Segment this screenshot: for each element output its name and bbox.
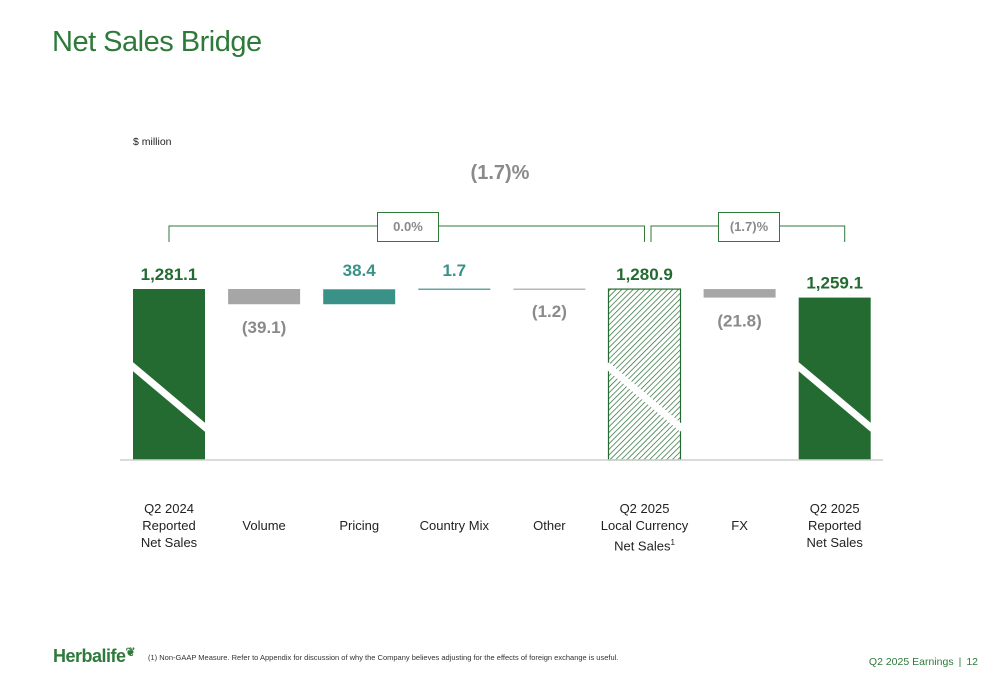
value-label-5: 1,280.9 — [616, 265, 673, 284]
category-label-2: Pricing — [339, 518, 380, 533]
value-label-1: (39.1) — [242, 318, 286, 337]
value-label-3: 1.7 — [442, 261, 466, 280]
bar-3 — [418, 288, 491, 290]
page-number: 12 — [966, 656, 978, 668]
axis-break-5 — [604, 362, 685, 432]
bar-2 — [323, 289, 396, 305]
value-label-7: 1,259.1 — [806, 274, 863, 293]
unit-label: $ million — [133, 136, 172, 148]
bracket-label-fx: (1.7)% — [718, 212, 780, 242]
herbalife-logo: Herbalife❦ — [53, 645, 136, 667]
bar-4 — [513, 288, 586, 290]
value-label-0: 1,281.1 — [141, 265, 198, 284]
category-label-1: Volume — [242, 518, 286, 533]
category-label-7: Q2 2025 Reported Net Sales — [806, 501, 863, 550]
category-label-0: Q2 2024 Reported Net Sales — [140, 501, 198, 550]
value-label-2: 38.4 — [343, 261, 377, 280]
logo-text: Herbalife — [53, 646, 126, 666]
footer-separator: | — [958, 656, 962, 668]
page-title: Net Sales Bridge — [52, 26, 262, 58]
category-label-4: Other — [533, 518, 566, 533]
category-label-5: Q2 2025 Local Currency Net Sales1 — [600, 501, 689, 554]
bar-1 — [228, 289, 301, 305]
axis-break-7 — [794, 362, 875, 432]
bar-6 — [703, 289, 776, 298]
bracket-label-local-currency: 0.0% — [377, 212, 439, 242]
footer-label: Q2 2025 Earnings — [868, 656, 954, 668]
category-label-6: FX — [731, 518, 748, 533]
leaf-icon: ❦ — [125, 645, 136, 659]
value-label-4: (1.2) — [532, 302, 567, 321]
total-change-label: (1.7)% — [470, 162, 530, 184]
footnote: (1) Non-GAAP Measure. Refer to Appendix … — [148, 653, 619, 662]
category-label-3: Country Mix — [419, 518, 489, 533]
value-label-6: (21.8) — [717, 312, 761, 331]
axis-break-0 — [128, 362, 210, 432]
footer: Q2 2025 Earnings | 12 — [869, 656, 978, 668]
